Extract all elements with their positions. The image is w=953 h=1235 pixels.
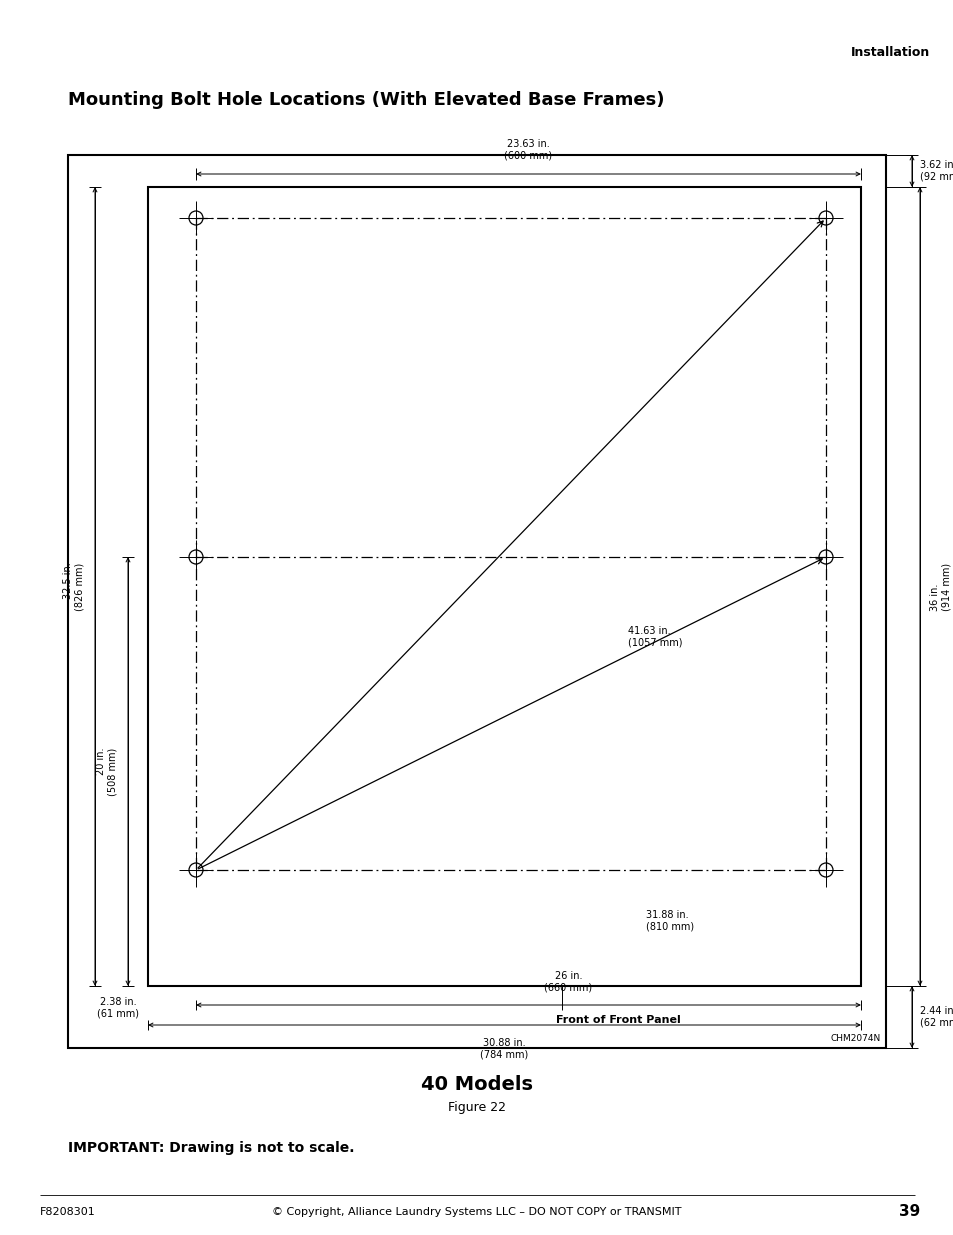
Text: 32.5 in.
(826 mm): 32.5 in. (826 mm) <box>63 562 85 610</box>
Text: 2.44 in.
(62 mm): 2.44 in. (62 mm) <box>919 1007 953 1028</box>
Text: Figure 22: Figure 22 <box>448 1102 505 1114</box>
Text: 40 Models: 40 Models <box>420 1076 533 1094</box>
Text: © Copyright, Alliance Laundry Systems LLC – DO NOT COPY or TRANSMIT: © Copyright, Alliance Laundry Systems LL… <box>272 1207 681 1216</box>
Text: 2.38 in.
(61 mm): 2.38 in. (61 mm) <box>97 997 139 1019</box>
Text: 23.63 in.
(600 mm): 23.63 in. (600 mm) <box>504 140 552 161</box>
Text: 41.63 in.
(1057 mm): 41.63 in. (1057 mm) <box>627 626 682 648</box>
Text: 39: 39 <box>898 1204 919 1219</box>
Text: 3.62 in.
(92 mm): 3.62 in. (92 mm) <box>919 161 953 182</box>
Text: Front of Front Panel: Front of Front Panel <box>556 1015 680 1025</box>
Text: Mounting Bolt Hole Locations (With Elevated Base Frames): Mounting Bolt Hole Locations (With Eleva… <box>68 91 664 109</box>
Text: 31.88 in.
(810 mm): 31.88 in. (810 mm) <box>645 910 693 931</box>
Text: Installation: Installation <box>850 46 929 58</box>
Text: IMPORTANT: Drawing is not to scale.: IMPORTANT: Drawing is not to scale. <box>68 1141 355 1155</box>
Text: F8208301: F8208301 <box>40 1207 95 1216</box>
Text: 30.88 in.
(784 mm): 30.88 in. (784 mm) <box>480 1037 528 1060</box>
Text: 20 in.
(508 mm): 20 in. (508 mm) <box>96 747 118 795</box>
Text: 26 in.
(660 mm): 26 in. (660 mm) <box>544 972 592 993</box>
Text: 36 in.
(914 mm): 36 in. (914 mm) <box>929 562 950 610</box>
Text: CHM2074N: CHM2074N <box>830 1034 880 1044</box>
